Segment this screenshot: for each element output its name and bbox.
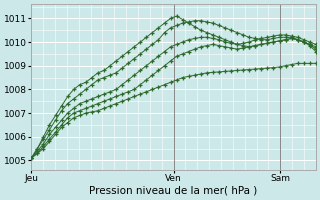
X-axis label: Pression niveau de la mer( hPa ): Pression niveau de la mer( hPa )	[90, 186, 258, 196]
